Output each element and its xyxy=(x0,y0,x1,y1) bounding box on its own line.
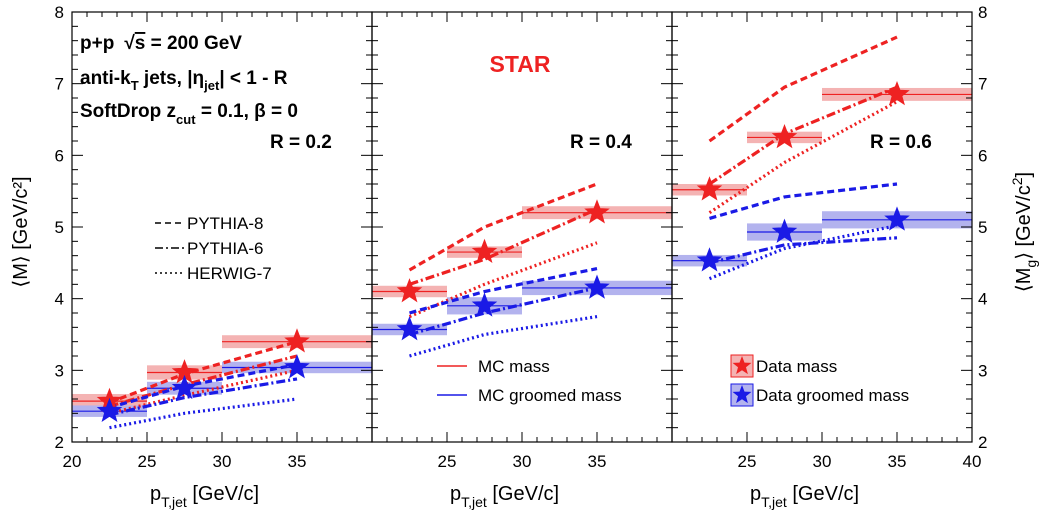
mc_groomed-herwig7-line-0 xyxy=(109,397,298,430)
y-axis-label-right: ⟨Mg⟩ [GeV/c2] xyxy=(1009,172,1039,292)
mc_groomed-pythia6-line-2 xyxy=(709,236,898,265)
x-tick-label-2-35: 35 xyxy=(888,452,907,471)
x-tick-label-0-20: 20 xyxy=(63,452,82,471)
legend-box-data-groomed-star xyxy=(732,385,752,404)
data_groomed-star-0-2 xyxy=(284,354,310,379)
legend-pythia6: PYTHIA-6 xyxy=(187,239,264,258)
data_groomed-star-1-0 xyxy=(396,316,423,341)
radius-label-r02: R = 0.2 xyxy=(270,132,332,153)
x-tick-label-0-25: 25 xyxy=(138,452,157,471)
experiment-label: STAR xyxy=(490,51,551,77)
y-tick-label-left-7: 7 xyxy=(55,75,64,94)
radius-label-r06: R = 0.6 xyxy=(870,132,932,153)
data_groomed-star-2-0 xyxy=(696,247,723,272)
data_groomed-star-2-2 xyxy=(884,206,910,231)
y-tick-label-left-4: 4 xyxy=(55,290,64,309)
legend-mc-mass: MC mass xyxy=(478,357,550,376)
data_mass-star-1-0 xyxy=(396,278,423,303)
data_mass-star-2-1 xyxy=(771,123,798,149)
data_groomed-star-1-1 xyxy=(471,292,498,317)
radius-label-r04: R = 0.4 xyxy=(570,132,632,153)
mc_mass-pythia6-line-1 xyxy=(408,207,598,286)
legend-mc-groomed-mass: MC groomed mass xyxy=(478,386,622,405)
x-tick-label-0-35: 35 xyxy=(288,452,307,471)
data-points xyxy=(96,80,910,423)
x-axis-label-1: pT,jet [GeV/c] xyxy=(150,483,259,510)
data_mass-star-0-2 xyxy=(284,328,310,353)
mc_groomed-pythia8-line-1 xyxy=(409,267,598,315)
x-axis-label-3: pT,jet [GeV/c] xyxy=(750,483,859,510)
y-tick-label-right-5: 5 xyxy=(978,218,987,237)
mc_mass-pythia8-line-1 xyxy=(408,182,598,272)
data_groomed-star-0-1 xyxy=(171,374,198,400)
jet-definition-label: anti-kT jets, |ηjet| < 1 - R xyxy=(80,68,288,93)
mc_groomed-herwig7-line-2 xyxy=(708,224,898,281)
data-legend: Data mass Data groomed mass xyxy=(730,354,909,407)
legend-data-groomed-mass: Data groomed mass xyxy=(756,386,909,405)
x-tick-label-1-25: 25 xyxy=(438,452,457,471)
y-tick-label-right-6: 6 xyxy=(978,146,987,165)
generator-legend: PYTHIA-8 PYTHIA-6 HERWIG-7 xyxy=(155,214,272,283)
legend-data-mass: Data mass xyxy=(756,357,837,376)
mc_groomed-pythia6-line-1 xyxy=(409,286,598,337)
data_groomed-star-0-0 xyxy=(96,397,123,423)
mc_mass-herwig7-line-2 xyxy=(708,100,898,215)
x-tick-label-1-35: 35 xyxy=(588,452,607,471)
y-tick-label-right-8: 8 xyxy=(978,3,987,22)
mc_groomed-pythia6-line-0 xyxy=(109,377,298,417)
y-tick-label-left-5: 5 xyxy=(55,218,64,237)
softdrop-label: SoftDrop zcut = 0.1, β = 0 xyxy=(80,101,298,127)
legend-herwig7: HERWIG-7 xyxy=(187,264,272,283)
x-tick-label-2-40: 40 xyxy=(963,452,982,471)
x-tick-label-0-30: 30 xyxy=(213,452,232,471)
mc_mass-herwig7-line-1 xyxy=(408,241,598,319)
data_mass-star-2-2 xyxy=(884,80,910,106)
data_groomed-star-1-2 xyxy=(584,274,610,299)
y-axis-label-left: ⟨M⟩ [GeV/c²] xyxy=(10,176,32,287)
y-tick-label-left-6: 6 xyxy=(55,146,64,165)
x-tick-label-1-30: 30 xyxy=(513,452,532,471)
legend-pythia8: PYTHIA-8 xyxy=(187,214,264,233)
data_groomed-star-2-1 xyxy=(771,218,798,243)
data_mass-star-1-1 xyxy=(471,238,498,263)
y-tick-label-right-2: 2 xyxy=(978,433,987,452)
mc_mass-herwig7-line-0 xyxy=(109,368,298,415)
data_mass-star-1-2 xyxy=(584,199,610,224)
collision-system-label: p+p √s = 200 GeV xyxy=(80,33,242,54)
mc_groomed-herwig7-line-1 xyxy=(409,315,598,358)
y-tick-label-right-7: 7 xyxy=(978,75,987,94)
x-axis-label-2: pT,jet [GeV/c] xyxy=(450,483,559,510)
mc_mass-pythia8-line-2 xyxy=(708,35,898,143)
y-tick-label-left-3: 3 xyxy=(55,361,64,380)
axis-ticks: 20 25 30 35 25 30 35 25 30 35 402 23 34 45 56 67 78 8 xyxy=(55,3,988,471)
x-tick-label-2-25: 25 xyxy=(738,452,757,471)
legend-box-data-mass-star xyxy=(732,356,752,375)
y-tick-label-left-8: 8 xyxy=(55,3,64,22)
y-tick-label-right-3: 3 xyxy=(978,361,987,380)
y-tick-label-left-2: 2 xyxy=(55,433,64,452)
x-tick-label-2-30: 30 xyxy=(813,452,832,471)
mc_groomed-pythia8-line-2 xyxy=(709,182,898,220)
mc_mass-pythia6-line-0 xyxy=(109,354,298,408)
mc-legend: MC mass MC groomed mass xyxy=(437,357,622,405)
y-tick-label-right-4: 4 xyxy=(978,290,987,309)
data_mass-star-2-0 xyxy=(696,176,723,201)
